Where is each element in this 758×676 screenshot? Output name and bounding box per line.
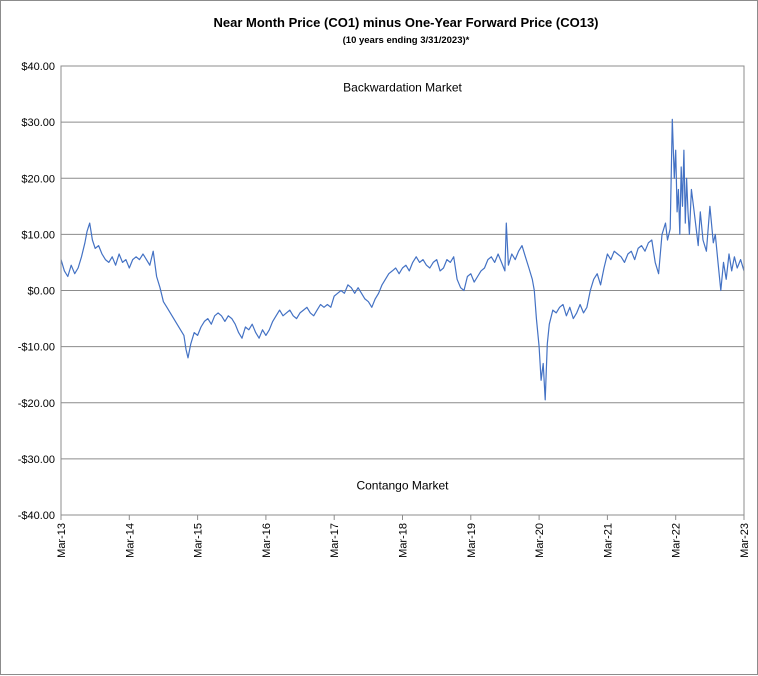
plot-area-border [60,65,745,516]
y-axis-tick-labels: $40.00 $30.00 $20.00 $10.00 $0.00 -$10.00 -$20… [18,61,55,522]
annotation-label: Contango Market [356,479,449,493]
x-tick-label: Mar-14 [124,523,136,558]
y-tick-label: -$40.00 [18,510,55,522]
x-axis: Mar-13 Mar-14 Mar-15 Mar-16 Mar-17 Mar-18 Mar-… [56,515,751,558]
annotations: Backwardation Market Contango Market [343,80,462,492]
x-tick-label: Mar-22 [671,523,683,558]
x-tick-label: Mar-15 [193,523,205,558]
grid-lines [61,65,744,516]
x-tick-label: Mar-16 [261,523,273,558]
y-tick-label: -$30.00 [18,454,55,466]
y-tick-label: $40.00 [21,61,55,73]
x-tick-label: Mar-17 [329,523,341,558]
x-tick-label: Mar-19 [466,523,478,558]
chart-subtitle: (10 years ending 3/31/2023)* [343,35,470,46]
chart-title: Near Month Price (CO1) minus One-Year Fo… [213,15,598,30]
x-tick-label: Mar-18 [398,523,410,558]
y-tick-label: $20.00 [21,173,55,185]
y-tick-label: $0.00 [27,286,55,298]
x-tick-label: Mar-21 [602,523,614,558]
x-tick-label: Mar-20 [534,523,546,558]
series-line [60,118,745,401]
x-tick-label: Mar-23 [739,523,751,558]
annotation-label: Backwardation Market [343,80,462,94]
y-tick-label: -$20.00 [18,398,55,410]
x-tick-label: Mar-13 [56,523,68,558]
y-tick-label: $10.00 [21,229,55,241]
y-tick-label: -$10.00 [18,342,55,354]
series-group [60,118,745,401]
y-tick-label: $30.00 [21,117,55,129]
